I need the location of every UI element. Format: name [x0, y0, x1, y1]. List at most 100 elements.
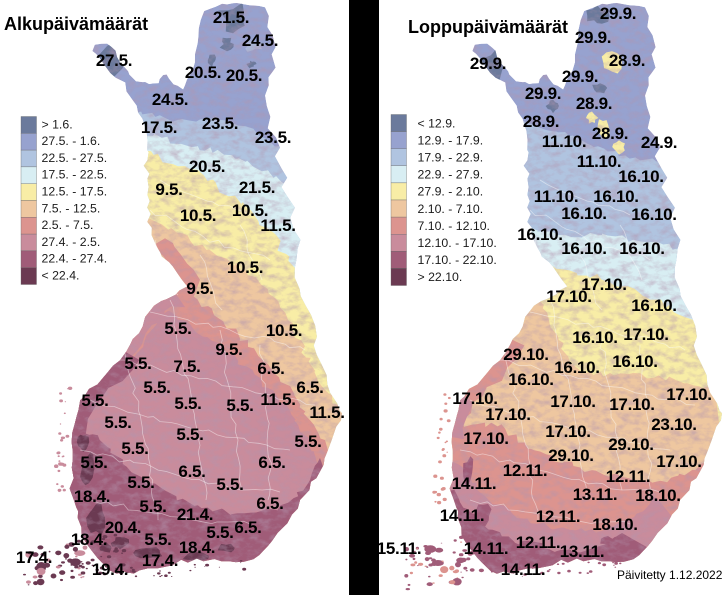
- svg-text:17.10.: 17.10.: [463, 429, 508, 448]
- svg-text:2.10. - 7.10.: 2.10. - 7.10.: [418, 202, 484, 216]
- svg-text:23.5.: 23.5.: [202, 114, 238, 133]
- svg-text:17.10.: 17.10.: [581, 275, 626, 294]
- svg-text:28.9.: 28.9.: [576, 94, 612, 113]
- svg-text:24.5.: 24.5.: [152, 90, 188, 109]
- svg-text:16.10.: 16.10.: [631, 296, 676, 315]
- svg-text:10.5.: 10.5.: [232, 201, 268, 220]
- svg-text:5.5.: 5.5.: [127, 473, 154, 492]
- svg-text:22.4. - 27.4.: 22.4. - 27.4.: [42, 252, 108, 266]
- svg-text:5.5.: 5.5.: [124, 354, 151, 373]
- svg-text:17.4.: 17.4.: [142, 551, 178, 570]
- svg-text:5.5.: 5.5.: [143, 378, 170, 397]
- svg-text:17.10. - 22.10.: 17.10. - 22.10.: [418, 253, 497, 267]
- svg-text:5.5.: 5.5.: [174, 394, 201, 413]
- svg-text:5.5.: 5.5.: [144, 530, 171, 549]
- svg-text:29.9.: 29.9.: [575, 28, 611, 47]
- svg-text:27.5.: 27.5.: [96, 51, 132, 70]
- svg-text:9.5.: 9.5.: [155, 180, 182, 199]
- svg-text:16.10.: 16.10.: [517, 225, 562, 244]
- svg-text:17.9. - 22.9.: 17.9. - 22.9.: [418, 151, 484, 165]
- svg-text:11.10.: 11.10.: [534, 187, 579, 206]
- svg-text:16.10.: 16.10.: [508, 370, 553, 389]
- svg-text:12.5. - 17.5.: 12.5. - 17.5.: [42, 185, 108, 199]
- svg-text:11.5.: 11.5.: [260, 216, 295, 235]
- svg-text:17.10.: 17.10.: [546, 287, 591, 306]
- svg-text:5.5.: 5.5.: [104, 413, 131, 432]
- svg-text:28.9.: 28.9.: [523, 112, 559, 131]
- svg-text:5.5.: 5.5.: [206, 523, 233, 542]
- svg-text:9.5.: 9.5.: [186, 279, 213, 298]
- svg-text:18.10.: 18.10.: [592, 515, 637, 534]
- svg-text:2.5. - 7.5.: 2.5. - 7.5.: [42, 218, 94, 232]
- svg-text:7.5. - 12.5.: 7.5. - 12.5.: [42, 201, 101, 215]
- svg-text:16.10.: 16.10.: [619, 239, 664, 258]
- svg-text:13.11.: 13.11.: [573, 485, 618, 504]
- svg-text:29.9.: 29.9.: [562, 67, 598, 86]
- svg-text:16.10.: 16.10.: [612, 352, 657, 371]
- svg-text:11.10.: 11.10.: [542, 132, 587, 151]
- svg-text:21.4.: 21.4.: [177, 505, 213, 524]
- svg-text:28.9.: 28.9.: [592, 124, 628, 143]
- svg-text:13.11.: 13.11.: [560, 542, 605, 561]
- svg-text:Päivitetty 1.12.2022: Päivitetty 1.12.2022: [617, 568, 723, 582]
- svg-text:29.10.: 29.10.: [503, 345, 548, 364]
- svg-text:27.4. - 2.5.: 27.4. - 2.5.: [42, 235, 101, 249]
- svg-text:15.11.: 15.11.: [377, 539, 422, 558]
- svg-text:14.11.: 14.11.: [464, 539, 509, 558]
- svg-text:12.11.: 12.11.: [536, 507, 581, 526]
- svg-text:5.5.: 5.5.: [80, 453, 107, 472]
- svg-text:6.5.: 6.5.: [178, 462, 205, 481]
- svg-text:17.4.: 17.4.: [16, 548, 52, 567]
- svg-text:Alkupäivämäärät: Alkupäivämäärät: [4, 14, 148, 34]
- svg-text:10.5.: 10.5.: [180, 206, 216, 225]
- svg-text:5.5.: 5.5.: [294, 432, 321, 451]
- svg-text:27.9. - 2.10.: 27.9. - 2.10.: [418, 185, 484, 199]
- svg-text:29.10.: 29.10.: [548, 446, 593, 465]
- svg-text:17.10.: 17.10.: [545, 422, 590, 441]
- svg-text:9.5.: 9.5.: [215, 340, 242, 359]
- svg-text:17.5.: 17.5.: [141, 118, 177, 137]
- svg-text:17.10.: 17.10.: [550, 392, 595, 411]
- svg-text:10.5.: 10.5.: [266, 321, 302, 340]
- svg-text:11.5.: 11.5.: [309, 403, 344, 422]
- svg-text:12.11.: 12.11.: [516, 533, 561, 552]
- svg-text:5.5.: 5.5.: [176, 425, 203, 444]
- svg-text:5.5.: 5.5.: [121, 439, 148, 458]
- svg-text:16.10.: 16.10.: [572, 328, 617, 347]
- svg-text:20.5.: 20.5.: [226, 66, 262, 85]
- svg-text:19.4.: 19.4.: [92, 560, 128, 579]
- svg-text:16.10.: 16.10.: [593, 187, 638, 206]
- svg-text:23.5.: 23.5.: [255, 128, 291, 147]
- svg-text:29.9.: 29.9.: [525, 84, 561, 103]
- svg-text:< 12.9.: < 12.9.: [418, 116, 456, 130]
- svg-text:17.10.: 17.10.: [609, 395, 654, 414]
- svg-text:14.11.: 14.11.: [452, 474, 497, 493]
- svg-text:20.5.: 20.5.: [189, 157, 225, 176]
- svg-text:> 1.6.: > 1.6.: [42, 117, 73, 131]
- svg-text:18.4.: 18.4.: [71, 530, 107, 549]
- svg-text:14.11.: 14.11.: [440, 506, 485, 525]
- svg-text:27.5. - 1.6.: 27.5. - 1.6.: [42, 134, 101, 148]
- svg-text:17.10.: 17.10.: [485, 405, 530, 424]
- svg-text:29.9.: 29.9.: [600, 4, 636, 23]
- svg-text:5.5.: 5.5.: [139, 497, 166, 516]
- svg-text:12.11.: 12.11.: [606, 467, 651, 486]
- svg-text:21.5.: 21.5.: [213, 8, 249, 27]
- svg-text:Loppupäivämäärät: Loppupäivämäärät: [408, 17, 568, 37]
- svg-text:17.5. - 22.5.: 17.5. - 22.5.: [42, 168, 108, 182]
- svg-text:16.10.: 16.10.: [561, 204, 606, 223]
- svg-text:10.5.: 10.5.: [227, 258, 263, 277]
- svg-text:18.4.: 18.4.: [179, 538, 215, 557]
- svg-text:5.5.: 5.5.: [81, 391, 108, 410]
- svg-text:16.10.: 16.10.: [554, 358, 599, 377]
- svg-text:17.10.: 17.10.: [623, 325, 668, 344]
- svg-text:20.5.: 20.5.: [185, 63, 221, 82]
- svg-text:29.9.: 29.9.: [470, 54, 506, 73]
- svg-text:6.5.: 6.5.: [296, 378, 323, 397]
- svg-text:14.11.: 14.11.: [501, 560, 546, 579]
- svg-text:16.10.: 16.10.: [618, 167, 663, 186]
- svg-text:18.4.: 18.4.: [74, 487, 110, 506]
- svg-text:6.5.: 6.5.: [234, 518, 261, 537]
- svg-text:24.9.: 24.9.: [641, 133, 677, 152]
- svg-text:16.10.: 16.10.: [561, 239, 606, 258]
